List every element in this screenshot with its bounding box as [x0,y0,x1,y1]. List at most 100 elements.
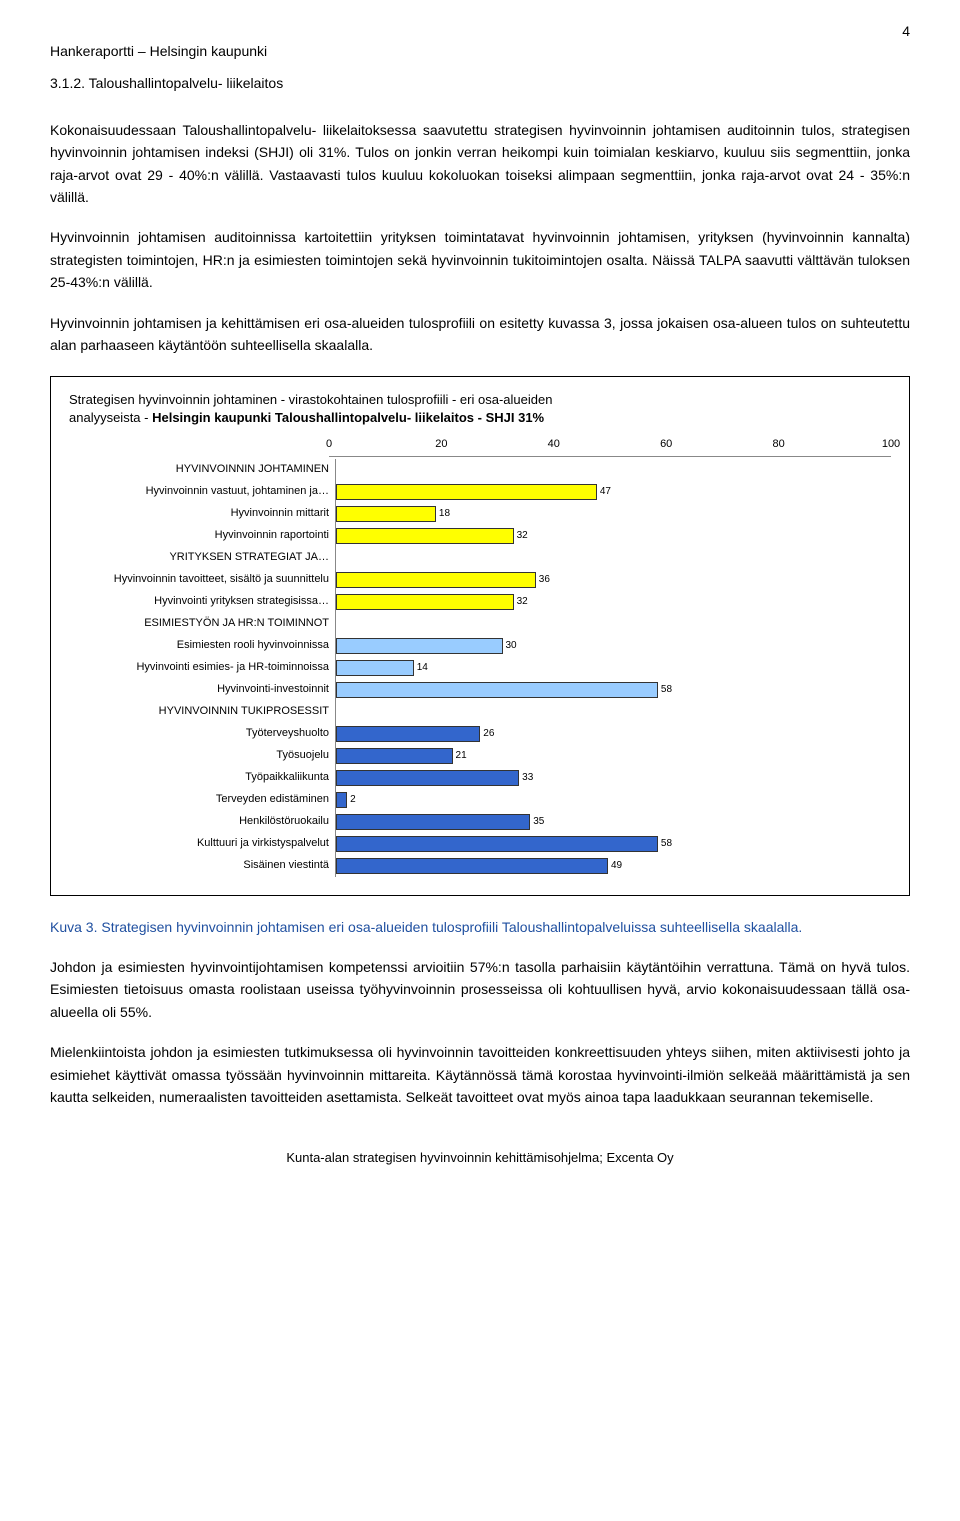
bar [336,748,453,764]
bar-label: HYVINVOINNIN TUKIPROSESSIT [69,703,335,721]
bar-area: 36 [335,569,891,591]
bar-label: Sisäinen viestintä [69,857,335,875]
axis-tick: 60 [660,436,672,454]
bar [336,484,597,500]
bar-area: 32 [335,591,891,613]
bar-area: 2 [335,789,891,811]
bar-label: Hyvinvoinnin tavoitteet, sisältö ja suun… [69,571,335,589]
paragraph-2: Hyvinvoinnin johtamisen auditoinnissa ka… [50,226,910,293]
bar [336,506,436,522]
bar-label: Hyvinvointi-investoinnit [69,681,335,699]
bar [336,814,530,830]
chart-container: Strategisen hyvinvoinnin johtaminen - vi… [50,376,910,895]
bar [336,836,658,852]
bar-value: 30 [506,638,517,654]
bar-area: 32 [335,525,891,547]
bar-value: 26 [483,726,494,742]
bar-area: 21 [335,745,891,767]
axis-tick: 0 [326,436,332,454]
axis-tick: 80 [772,436,784,454]
bar-row: HYVINVOINNIN JOHTAMINEN [69,459,891,481]
bar-row: Hyvinvointi esimies- ja HR-toiminnoissa1… [69,657,891,679]
bar-row: Työsuojelu 21 [69,745,891,767]
bar-row: HYVINVOINNIN TUKIPROSESSIT [69,701,891,723]
bar-label: HYVINVOINNIN JOHTAMINEN [69,461,335,479]
chart-x-axis: 020406080100 [329,438,891,457]
bar [336,682,658,698]
bar-row: YRITYKSEN STRATEGIAT JA… [69,547,891,569]
bar-row: ESIMIESTYÖN JA HR:N TOIMINNOT [69,613,891,635]
bar-area [335,613,891,635]
chart-title-line1: Strategisen hyvinvoinnin johtaminen - vi… [69,392,552,407]
bar-value: 36 [539,572,550,588]
section-number: 3.1.2. Taloushallintopalvelu- liikelaito… [50,72,910,94]
bar-value: 18 [439,506,450,522]
footer: Kunta-alan strategisen hyvinvoinnin kehi… [50,1148,910,1169]
bar-row: Hyvinvointi yrityksen strategisissa… 32 [69,591,891,613]
figure-caption: Kuva 3. Strategisen hyvinvoinnin johtami… [50,916,910,938]
doc-header: Hankeraportti – Helsingin kaupunki [50,43,267,59]
bar-row: Hyvinvoinnin mittarit 18 [69,503,891,525]
bar-value: 58 [661,682,672,698]
paragraph-4: Johdon ja esimiesten hyvinvointijohtamis… [50,956,910,1023]
bar-value: 35 [533,814,544,830]
page-number: 4 [902,20,910,42]
bar-area: 33 [335,767,891,789]
bar-label: YRITYKSEN STRATEGIAT JA… [69,549,335,567]
bar-area: 58 [335,833,891,855]
bar-row: Kulttuuri ja virkistyspalvelut 58 [69,833,891,855]
bar-label: Hyvinvointi yrityksen strategisissa… [69,593,335,611]
bar-value: 47 [600,484,611,500]
bar-area: 49 [335,855,891,877]
bar-area [335,459,891,481]
paragraph-3: Hyvinvoinnin johtamisen ja kehittämisen … [50,312,910,357]
bar-label: Hyvinvoinnin mittarit [69,505,335,523]
bar [336,858,608,874]
bar-row: Hyvinvoinnin vastuut, johtaminen ja…47 [69,481,891,503]
bar-row: Hyvinvoinnin raportointi 32 [69,525,891,547]
chart-title-line2-prefix: analyyseista - [69,410,152,425]
bar-row: Esimiesten rooli hyvinvoinnissa30 [69,635,891,657]
bar-value: 32 [517,594,528,610]
bar-label: Kulttuuri ja virkistyspalvelut [69,835,335,853]
chart-title: Strategisen hyvinvoinnin johtaminen - vi… [69,391,891,427]
bar [336,572,536,588]
bar-label: Hyvinvoinnin raportointi [69,527,335,545]
axis-tick: 40 [548,436,560,454]
chart-bars: HYVINVOINNIN JOHTAMINEN Hyvinvoinnin vast… [69,459,891,877]
bar-row: Hyvinvointi-investoinnit 58 [69,679,891,701]
bar [336,726,480,742]
bar [336,638,503,654]
bar-row: Työterveyshuolto 26 [69,723,891,745]
axis-tick: 20 [435,436,447,454]
bar-value: 32 [517,528,528,544]
bar-area [335,701,891,723]
bar [336,770,519,786]
paragraph-1: Kokonaisuudessaan Taloushallintopalvelu-… [50,119,910,209]
bar-area [335,547,891,569]
bar-area: 30 [335,635,891,657]
bar [336,660,414,676]
bar-label: Työpaikkaliikunta [69,769,335,787]
bar-label: ESIMIESTYÖN JA HR:N TOIMINNOT [69,615,335,633]
bar-area: 26 [335,723,891,745]
bar-value: 21 [456,748,467,764]
bar-label: Työterveyshuolto [69,725,335,743]
bar [336,528,514,544]
bar [336,792,347,808]
bar-area: 47 [335,481,891,503]
bar-area: 18 [335,503,891,525]
bar-row: Sisäinen viestintä49 [69,855,891,877]
bar [336,594,514,610]
bar-row: Terveyden edistäminen 2 [69,789,891,811]
bar-value: 2 [350,792,356,808]
chart-title-line2-bold: Helsingin kaupunki Taloushallintopalvelu… [152,410,544,425]
bar-area: 14 [335,657,891,679]
axis-tick: 100 [882,436,900,454]
bar-label: Terveyden edistäminen [69,791,335,809]
bar-area: 58 [335,679,891,701]
bar-label: Työsuojelu [69,747,335,765]
paragraph-5: Mielenkiintoista johdon ja esimiesten tu… [50,1041,910,1108]
bar-row: Työpaikkaliikunta33 [69,767,891,789]
bar-value: 58 [661,836,672,852]
